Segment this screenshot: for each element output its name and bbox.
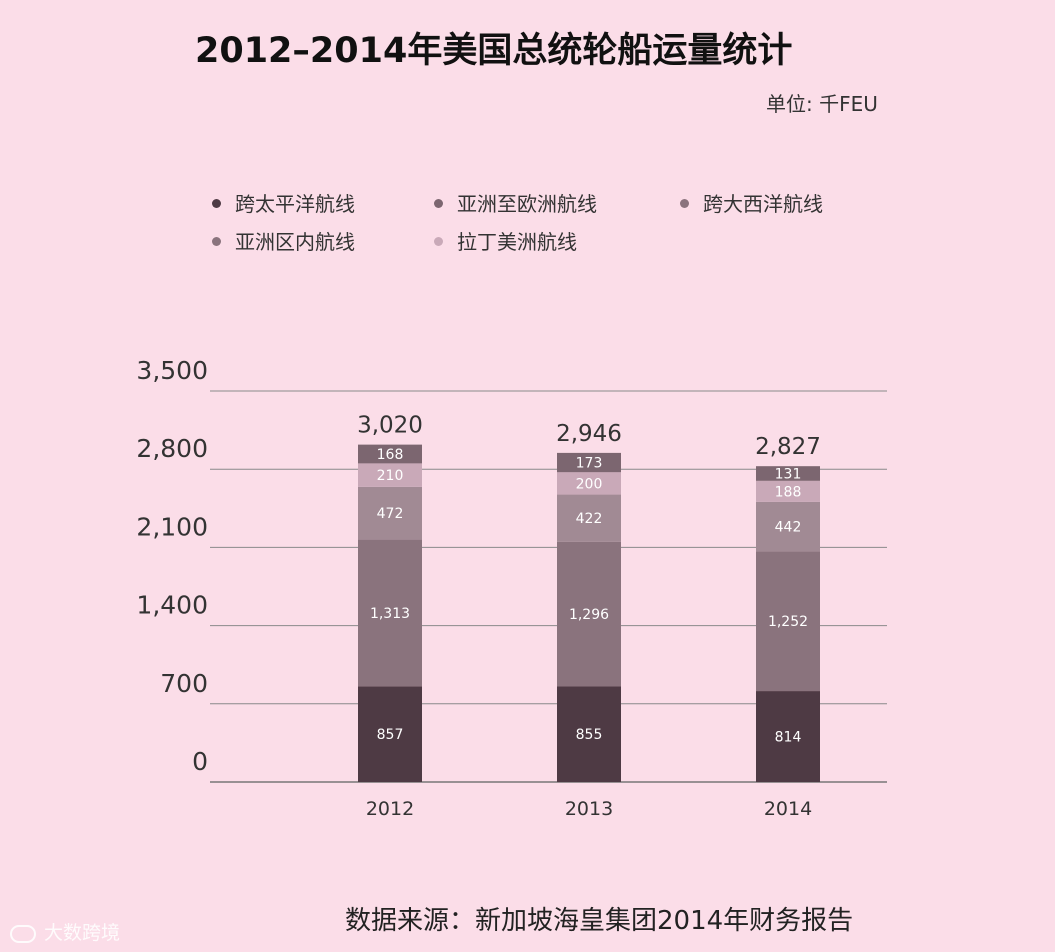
legend-swatch (434, 199, 443, 208)
bar-segment (358, 539, 422, 687)
legend-swatch (680, 199, 689, 208)
bar-total-label: 2,827 (755, 434, 821, 460)
bar-segment (557, 541, 621, 687)
bar-segment-label: 188 (775, 484, 802, 500)
bar-segment (557, 494, 621, 542)
legend-label: 跨大西洋航线 (703, 192, 823, 216)
bar-segment-label: 173 (576, 456, 603, 472)
bar-segment (557, 472, 621, 495)
bar-segment-label: 472 (377, 506, 404, 522)
bar-segment-label: 814 (775, 730, 802, 746)
bar-segment-label: 1,313 (370, 606, 410, 622)
bar-segment (756, 551, 820, 692)
watermark: 大数跨境 (10, 918, 120, 945)
y-tick-label: 2,100 (136, 512, 208, 541)
legend-item: 亚洲区内航线 (212, 226, 355, 255)
legend-swatch (212, 237, 221, 246)
bar-segment (358, 463, 422, 487)
source-note: 数据来源：新加坡海皇集团2014年财务报告 (345, 906, 854, 936)
y-tick-label: 3,500 (136, 356, 208, 385)
bar-segment (756, 691, 820, 782)
bar-segment-label: 1,252 (768, 614, 808, 630)
bar-segment (557, 686, 621, 782)
x-tick-label: 2012 (366, 798, 414, 820)
bar-segment-label: 200 (576, 476, 603, 492)
bar-segment (557, 452, 621, 473)
watermark-logo-icon (10, 924, 36, 943)
legend-swatch (212, 199, 221, 208)
bar-segment-label: 422 (576, 511, 603, 527)
bar-segment (756, 480, 820, 502)
y-tick-label: 2,800 (136, 434, 208, 463)
x-tick-label: 2014 (764, 798, 812, 820)
legend-label: 跨太平洋航线 (235, 192, 355, 216)
unit-label: 单位: 千FEU (766, 92, 878, 116)
legend-label: 拉丁美洲航线 (457, 230, 577, 254)
bar-segment-label: 857 (377, 727, 404, 743)
bar-total-label: 3,020 (357, 413, 423, 439)
bar-segment-label: 210 (377, 468, 404, 484)
bar-segment-label: 855 (576, 727, 603, 743)
legend-label: 亚洲至欧洲航线 (457, 192, 597, 216)
y-tick-label: 700 (160, 669, 208, 698)
bar-segment (358, 686, 422, 782)
y-tick-label: 0 (192, 747, 208, 776)
x-tick-label: 2013 (565, 798, 613, 820)
legend-item: 拉丁美洲航线 (434, 226, 577, 255)
bar-segment-label: 168 (377, 447, 404, 463)
bar-segment (756, 501, 820, 552)
y-tick-label: 1,400 (136, 591, 208, 620)
watermark-text: 大数跨境 (44, 922, 121, 944)
legend-item: 跨大西洋航线 (680, 188, 823, 217)
legend-item: 亚洲至欧洲航线 (434, 188, 597, 217)
chart-title: 2012–2014年美国总统轮船运量统计 (195, 31, 793, 71)
bar-segment-label: 442 (775, 520, 802, 536)
legend-swatch (434, 237, 443, 246)
bar-total-label: 2,946 (556, 421, 622, 447)
bar-segment-label: 131 (775, 467, 802, 483)
legend-label: 亚洲区内航线 (235, 230, 355, 254)
bar-segment (756, 466, 820, 481)
bar-segment (358, 486, 422, 540)
legend-item: 跨太平洋航线 (212, 188, 355, 217)
bar-segment (358, 444, 422, 464)
bar-segment-label: 1,296 (569, 607, 609, 623)
